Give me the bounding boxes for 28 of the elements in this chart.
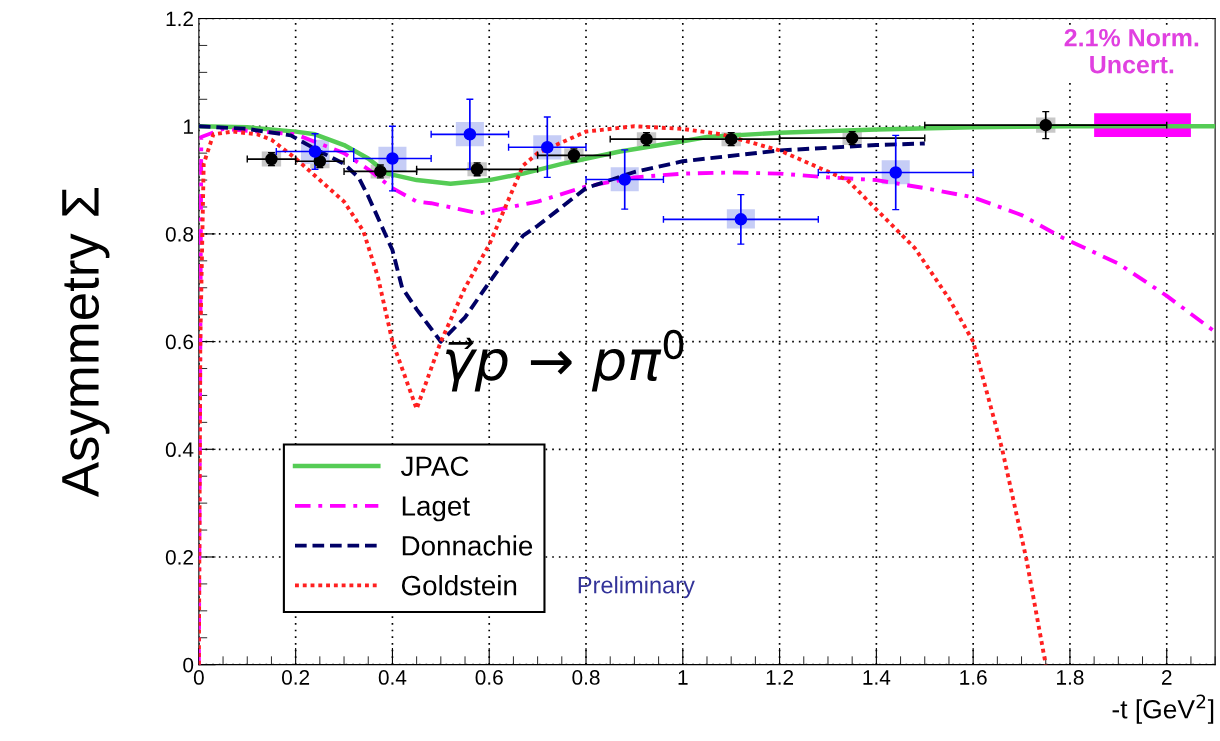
legend-label: Goldstein [401, 575, 517, 596]
x-tick-label: 1.6 [960, 670, 987, 685]
x-tick-label: 1 [678, 670, 688, 685]
x-tick-label: 1.4 [863, 670, 891, 685]
x-tick-label: 0 [193, 670, 204, 685]
x-tick-label: 2 [1161, 670, 1172, 685]
annotation: γ⃗p → pπ$^{0}$ [446, 329, 684, 392]
x-axis-title: -t [GeV$^{2}$] [1112, 694, 1214, 724]
y-tick-label: 1 [184, 119, 193, 134]
legend-label: JPAC [400, 456, 469, 477]
y-tick-label: 0.4 [165, 442, 194, 458]
y-tick-label: 0.6 [165, 334, 194, 350]
x-tick-label: 1.2 [766, 670, 794, 685]
legend-label: Laget [402, 496, 470, 522]
x-tick-label: 1.8 [1057, 670, 1084, 685]
y-axis-title: Asymmetry Σ [62, 188, 110, 498]
y-tick-label: 0 [183, 657, 194, 673]
legend-label: Donnachie [402, 535, 533, 556]
annotation: Preliminary [578, 576, 695, 599]
x-tick-label: 0.2 [281, 670, 310, 685]
y-tick-label: 0.8 [165, 226, 194, 242]
x-tick-label: 0.4 [378, 670, 407, 685]
line-series [198, 124, 1048, 665]
y-tick-label: 0.2 [165, 549, 193, 565]
y-tick-label: 1.2 [166, 11, 193, 27]
x-tick-label: 0.6 [475, 670, 503, 685]
annotation: 2.1% Norm. Uncert. [1064, 28, 1199, 74]
x-tick-label: 0.8 [572, 670, 600, 685]
